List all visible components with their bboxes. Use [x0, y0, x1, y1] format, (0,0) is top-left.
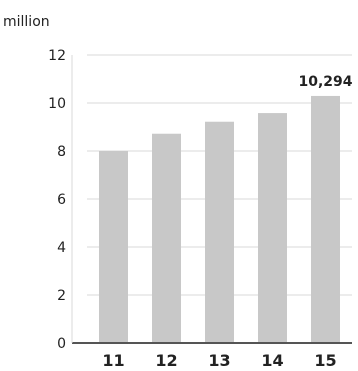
tick-labels: 0 2 4 6 8 10 12 11 12 13 14 15 10,294 [48, 48, 353, 370]
y-tick-label: 0 [57, 336, 66, 352]
y-tick-label: 10 [48, 96, 66, 112]
bar-13 [205, 121, 234, 343]
y-tick-label: 6 [57, 192, 66, 208]
bar-14 [258, 113, 287, 343]
bar-11 [99, 151, 128, 343]
x-tick-label: 15 [314, 351, 336, 370]
y-tick-label: 12 [48, 48, 66, 64]
bar-12 [152, 133, 181, 343]
x-tick-label: 12 [155, 351, 177, 370]
x-tick-label: 14 [261, 351, 283, 370]
axes [71, 55, 352, 344]
y-tick-label: 2 [57, 288, 66, 304]
unit-label: million [3, 14, 50, 30]
bars [99, 95, 340, 343]
data-label: 10,294 [298, 74, 352, 90]
y-tick-label: 4 [57, 240, 66, 256]
y-tick-label: 8 [57, 144, 66, 160]
x-tick-label: 13 [208, 351, 230, 370]
x-tick-label: 11 [102, 351, 124, 370]
bar-15 [311, 95, 340, 343]
